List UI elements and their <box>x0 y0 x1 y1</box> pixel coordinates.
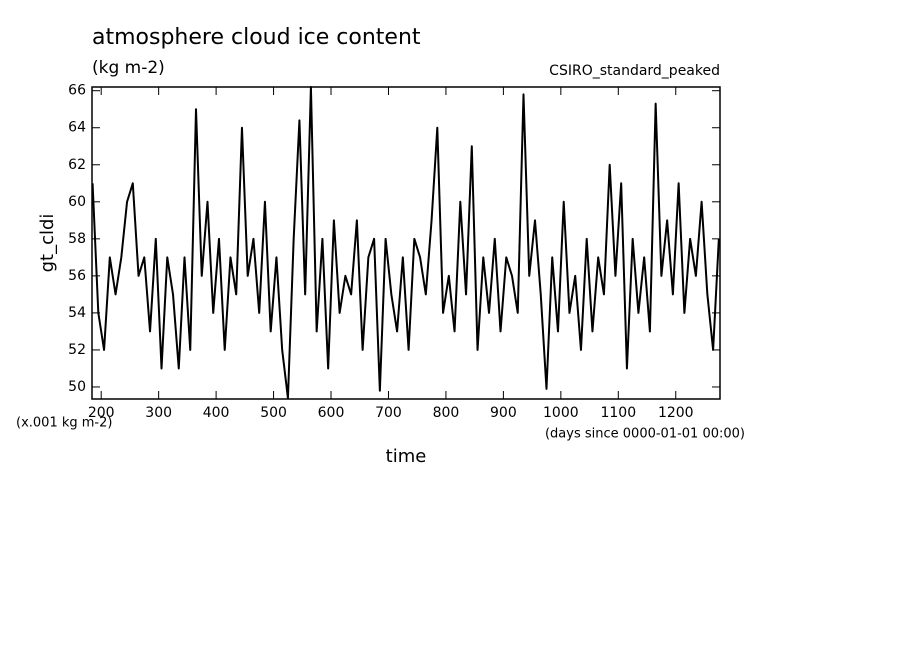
y-tick-label: 56 <box>68 268 86 284</box>
x-axis-label: time <box>386 446 427 467</box>
x-tick-label: 600 <box>318 405 345 421</box>
y-tick-label: 60 <box>68 194 86 210</box>
y-tick-label: 52 <box>68 342 86 358</box>
chart-subtitle: (kg m-2) <box>92 58 165 78</box>
x-tick-label: 400 <box>203 405 230 421</box>
x-unit-label: (days since 0000-01-01 00:00) <box>545 427 745 442</box>
x-tick-label: 500 <box>260 405 287 421</box>
x-tick-label: 300 <box>145 405 172 421</box>
data-line <box>91 86 720 400</box>
y-tick-label: 50 <box>68 379 86 395</box>
x-tick-label: 1200 <box>658 405 694 421</box>
y-tick-label: 54 <box>68 305 86 321</box>
x-tick-label: 800 <box>433 405 460 421</box>
x-tick-label: 1000 <box>543 405 579 421</box>
y-tick-label: 62 <box>68 157 86 173</box>
y-tick-label: 66 <box>68 83 86 99</box>
y-tick-label: 58 <box>68 231 86 247</box>
x-tick-label: 900 <box>490 405 517 421</box>
plot-frame <box>91 86 721 400</box>
x-tick-label: 700 <box>375 405 402 421</box>
y-unit-label: (x.001 kg m-2) <box>16 416 112 431</box>
y-tick-label: 64 <box>68 120 86 136</box>
y-axis-label: gt_cldi <box>37 214 58 273</box>
chart-title: atmosphere cloud ice content <box>92 25 421 50</box>
annotation: CSIRO_standard_peaked <box>549 63 720 79</box>
x-tick-label: 1100 <box>600 405 636 421</box>
x-tick-label: 200 <box>88 405 115 421</box>
